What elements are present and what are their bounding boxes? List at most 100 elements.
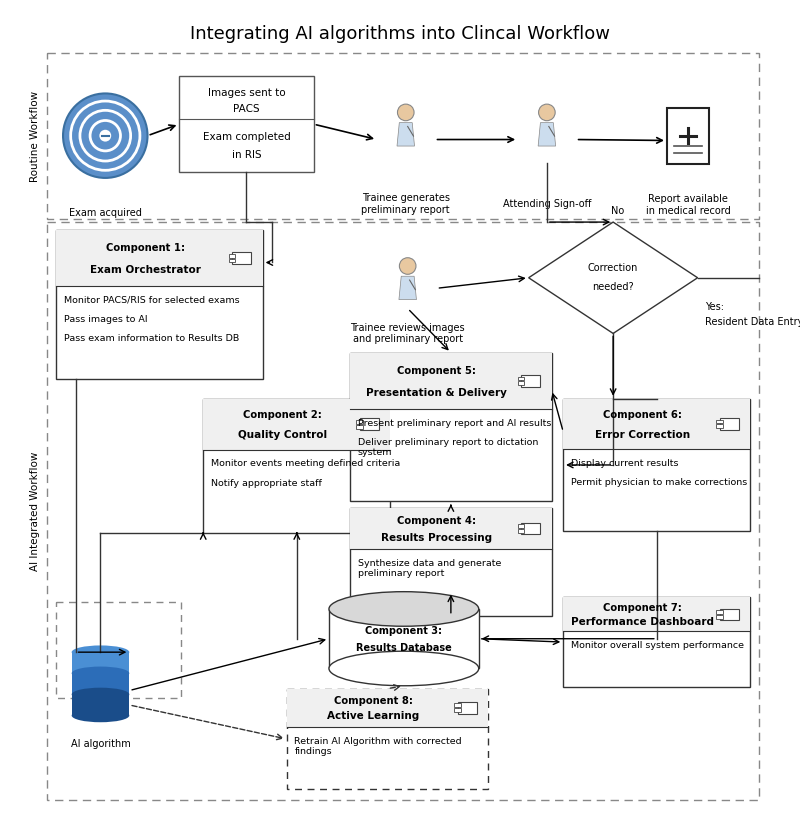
- Bar: [46, 222, 759, 800]
- Text: Monitor events meeting defined criteria: Monitor events meeting defined criteria: [211, 459, 400, 468]
- Circle shape: [399, 258, 416, 275]
- Polygon shape: [399, 276, 417, 300]
- Bar: [720, 609, 739, 620]
- Bar: [454, 708, 461, 712]
- Ellipse shape: [72, 646, 130, 659]
- Bar: [232, 252, 251, 264]
- Bar: [356, 424, 363, 428]
- Text: Active Learning: Active Learning: [327, 711, 419, 721]
- Circle shape: [99, 130, 111, 141]
- Bar: [179, 77, 314, 172]
- Ellipse shape: [72, 666, 130, 680]
- Bar: [518, 381, 524, 385]
- Text: Exam Orchestrator: Exam Orchestrator: [90, 265, 201, 275]
- Text: Performance Dashboard: Performance Dashboard: [571, 617, 714, 626]
- Bar: [716, 424, 723, 428]
- Bar: [56, 230, 262, 379]
- Bar: [521, 375, 540, 387]
- Text: Notify appropriate staff: Notify appropriate staff: [211, 478, 322, 488]
- Bar: [356, 420, 363, 423]
- Bar: [716, 610, 723, 614]
- Text: Results Processing: Results Processing: [381, 532, 492, 542]
- Text: Synthesize data and generate
preliminary report: Synthesize data and generate preliminary…: [358, 558, 501, 578]
- Circle shape: [63, 93, 147, 178]
- Bar: [518, 524, 524, 528]
- Ellipse shape: [72, 688, 130, 701]
- Text: needed?: needed?: [592, 282, 634, 292]
- Bar: [350, 508, 552, 549]
- Bar: [521, 522, 540, 534]
- Bar: [716, 419, 723, 423]
- Bar: [329, 609, 478, 668]
- Text: Attending Sign-off: Attending Sign-off: [502, 199, 591, 209]
- Text: Trainee reviews images
and preliminary report: Trainee reviews images and preliminary r…: [350, 323, 465, 344]
- Bar: [286, 689, 488, 727]
- Bar: [563, 597, 750, 631]
- Text: Quality Control: Quality Control: [238, 430, 327, 440]
- Bar: [56, 230, 262, 286]
- Text: Integrating AI algorithms into Clincal Workflow: Integrating AI algorithms into Clincal W…: [190, 25, 610, 43]
- Bar: [72, 652, 130, 673]
- Bar: [563, 597, 750, 686]
- Text: Resident Data Entry: Resident Data Entry: [706, 317, 800, 327]
- Bar: [350, 353, 552, 502]
- Polygon shape: [538, 122, 556, 146]
- Circle shape: [398, 104, 414, 121]
- Text: Routine Workflow: Routine Workflow: [30, 91, 40, 181]
- Text: Exam acquired: Exam acquired: [69, 209, 142, 219]
- Circle shape: [538, 104, 555, 121]
- Bar: [667, 108, 709, 164]
- Text: Exam completed: Exam completed: [202, 131, 290, 141]
- Ellipse shape: [329, 592, 478, 626]
- Bar: [286, 689, 488, 790]
- Text: Display current results: Display current results: [571, 458, 678, 468]
- Text: Error Correction: Error Correction: [595, 430, 690, 440]
- Text: Images sent to: Images sent to: [207, 88, 286, 98]
- Text: AI algorithm: AI algorithm: [70, 740, 130, 750]
- Text: Report available
in medical record: Report available in medical record: [646, 194, 730, 215]
- Bar: [203, 399, 390, 450]
- Text: Deliver preliminary report to dictation
system: Deliver preliminary report to dictation …: [358, 438, 538, 458]
- Bar: [46, 53, 759, 219]
- Text: PACS: PACS: [233, 104, 260, 114]
- Bar: [518, 377, 524, 380]
- Text: Present preliminary report and AI results: Present preliminary report and AI result…: [358, 418, 551, 428]
- Text: Pass images to AI: Pass images to AI: [64, 315, 148, 324]
- Bar: [229, 254, 235, 258]
- Text: Pass exam information to Results DB: Pass exam information to Results DB: [64, 334, 239, 344]
- Text: Component 6:: Component 6:: [603, 410, 682, 420]
- Text: Component 1:: Component 1:: [106, 243, 185, 253]
- Text: Monitor PACS/RIS for selected exams: Monitor PACS/RIS for selected exams: [64, 296, 240, 305]
- Bar: [350, 353, 552, 409]
- Text: AI Integrated Workflow: AI Integrated Workflow: [30, 451, 40, 571]
- Polygon shape: [529, 222, 698, 334]
- Bar: [720, 418, 739, 429]
- Text: Component 7:: Component 7:: [603, 603, 682, 613]
- Text: Component 3:: Component 3:: [366, 626, 442, 636]
- Bar: [229, 259, 235, 262]
- Text: Correction: Correction: [588, 263, 638, 273]
- Bar: [563, 399, 750, 531]
- Text: No: No: [611, 206, 625, 215]
- Text: Presentation & Delivery: Presentation & Delivery: [366, 389, 507, 399]
- Bar: [203, 399, 390, 533]
- Bar: [454, 704, 461, 707]
- Text: Trainee generates
preliminary report: Trainee generates preliminary report: [362, 193, 450, 215]
- Text: Component 5:: Component 5:: [397, 366, 476, 376]
- Bar: [716, 615, 723, 619]
- Text: Results Database: Results Database: [356, 643, 452, 653]
- Text: Monitor overall system performance: Monitor overall system performance: [571, 641, 744, 650]
- Bar: [518, 529, 524, 533]
- Ellipse shape: [329, 651, 478, 686]
- Bar: [56, 602, 181, 698]
- Bar: [563, 399, 750, 449]
- Bar: [350, 508, 552, 616]
- Text: Yes:: Yes:: [706, 301, 724, 311]
- Text: Retrain AI Algorithm with corrected
findings: Retrain AI Algorithm with corrected find…: [294, 736, 462, 756]
- Text: Component 4:: Component 4:: [397, 516, 476, 526]
- Text: in RIS: in RIS: [231, 150, 262, 160]
- Text: Component 8:: Component 8:: [334, 696, 413, 706]
- Text: Component 2:: Component 2:: [243, 410, 322, 420]
- Polygon shape: [397, 122, 414, 146]
- Bar: [458, 702, 477, 714]
